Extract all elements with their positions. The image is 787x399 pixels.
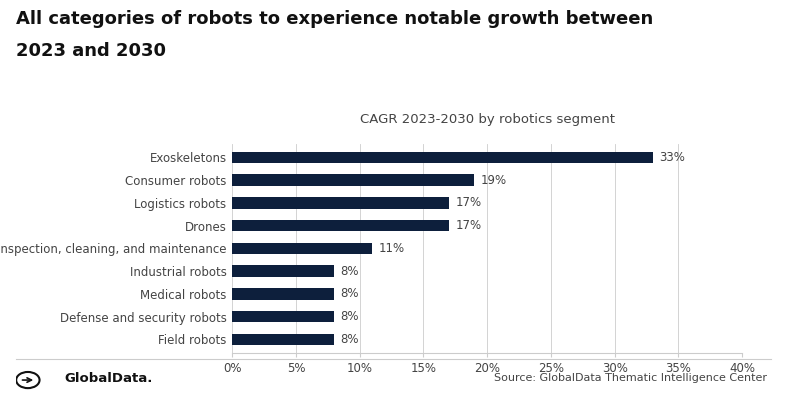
Bar [232, 220, 449, 231]
Text: 19%: 19% [481, 174, 507, 187]
Bar [232, 243, 372, 254]
Text: 8%: 8% [341, 265, 359, 278]
Bar [232, 265, 334, 277]
Text: 11%: 11% [379, 242, 405, 255]
Text: Source: GlobalData Thematic Intelligence Center: Source: GlobalData Thematic Intelligence… [494, 373, 767, 383]
Text: CAGR 2023-2030 by robotics segment: CAGR 2023-2030 by robotics segment [360, 113, 615, 126]
Text: 33%: 33% [660, 151, 685, 164]
Text: 17%: 17% [456, 219, 482, 232]
Text: GlobalData.: GlobalData. [65, 372, 153, 385]
Text: 8%: 8% [341, 287, 359, 300]
Bar [232, 311, 334, 322]
Bar [232, 288, 334, 300]
Text: 8%: 8% [341, 310, 359, 323]
Text: All categories of robots to experience notable growth between: All categories of robots to experience n… [16, 10, 653, 28]
Bar [232, 174, 475, 186]
Bar [232, 197, 449, 209]
Text: 17%: 17% [456, 196, 482, 209]
Text: 2023 and 2030: 2023 and 2030 [16, 42, 166, 60]
Bar [232, 152, 653, 163]
Text: 8%: 8% [341, 333, 359, 346]
Bar [232, 334, 334, 345]
